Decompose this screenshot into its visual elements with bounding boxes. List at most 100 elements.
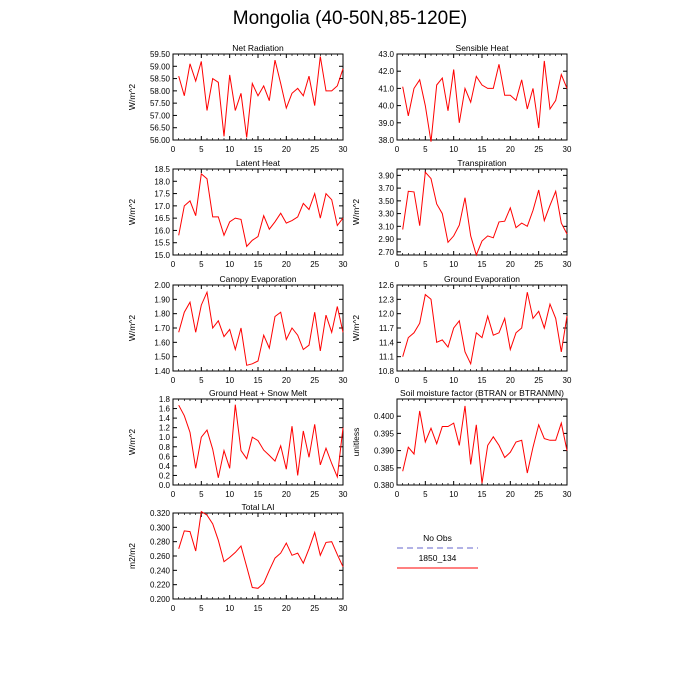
plot-frame — [396, 398, 568, 486]
y-tick-label: 12.3 — [378, 295, 394, 304]
x-tick-label: 15 — [254, 145, 263, 154]
x-tick-label: 15 — [478, 490, 487, 499]
x-tick-label: 0 — [395, 376, 400, 385]
y-tick-label: 56.50 — [150, 124, 171, 133]
x-tick-label: 0 — [171, 490, 176, 499]
y-axis-label: W/m^2 — [127, 199, 137, 225]
x-tick-label: 30 — [563, 376, 572, 385]
x-tick-label: 30 — [339, 604, 348, 613]
x-tick-label: 30 — [563, 490, 572, 499]
y-tick-label: 57.50 — [150, 99, 171, 108]
x-tick-label: 25 — [310, 490, 319, 499]
x-tick-label: 10 — [225, 490, 234, 499]
x-tick-label: 15 — [478, 376, 487, 385]
x-tick-label: 30 — [563, 260, 572, 269]
chart-title: Net Radiation — [232, 43, 284, 53]
x-tick-label: 15 — [254, 260, 263, 269]
series-line — [178, 290, 344, 366]
x-tick-label: 5 — [423, 145, 428, 154]
x-tick-label: 25 — [534, 260, 543, 269]
plot-frame — [396, 284, 568, 372]
y-tick-label: 18.5 — [154, 165, 170, 174]
x-tick-label: 15 — [478, 260, 487, 269]
x-tick-label: 5 — [423, 260, 428, 269]
plot-frame — [172, 53, 344, 141]
y-axis-label: unitless — [351, 428, 361, 457]
y-tick-label: 59.50 — [150, 50, 171, 59]
x-tick-label: 10 — [449, 376, 458, 385]
y-tick-label: 0.320 — [150, 509, 171, 518]
x-tick-label: 5 — [199, 490, 204, 499]
plot-frame — [172, 512, 344, 600]
y-tick-label: 1.40 — [154, 367, 170, 376]
x-tick-label: 20 — [506, 376, 515, 385]
legend: No Obs 1850_134 — [397, 533, 478, 569]
x-tick-label: 30 — [339, 376, 348, 385]
x-tick-label: 15 — [254, 490, 263, 499]
x-tick-label: 20 — [282, 490, 291, 499]
y-axis-label: W/m^2 — [127, 429, 137, 455]
y-tick-label: 0.8 — [159, 443, 171, 452]
x-tick-label: 5 — [199, 145, 204, 154]
y-tick-label: 10.8 — [378, 367, 394, 376]
y-tick-label: 56.00 — [150, 136, 171, 145]
x-tick-label: 10 — [225, 376, 234, 385]
y-tick-label: 2.00 — [154, 281, 170, 290]
x-tick-label: 5 — [423, 376, 428, 385]
series-line — [402, 171, 568, 257]
y-tick-label: 0.395 — [374, 429, 395, 438]
y-tick-label: 42.0 — [378, 67, 394, 76]
x-tick-label: 10 — [225, 260, 234, 269]
y-tick-label: 38.0 — [378, 136, 394, 145]
x-tick-label: 20 — [282, 604, 291, 613]
x-tick-label: 25 — [310, 604, 319, 613]
chart-panel-5: Canopy Evaporation 0 5 10 15 20 25 30 1.40 1.50 1.… — [127, 274, 348, 385]
page-title: Mongolia (40-50N,85-120E) — [232, 8, 468, 29]
y-tick-label: 0.4 — [159, 462, 171, 471]
x-tick-label: 25 — [534, 490, 543, 499]
y-tick-label: 1.50 — [154, 353, 170, 362]
x-tick-label: 20 — [282, 260, 291, 269]
y-axis-label: W/m^2 — [351, 199, 361, 225]
x-tick-label: 0 — [171, 145, 176, 154]
x-tick-label: 0 — [171, 604, 176, 613]
x-tick-label: 25 — [534, 376, 543, 385]
chart-title: Transpiration — [457, 158, 507, 168]
legend-label-1850-134: 1850_134 — [419, 553, 457, 563]
y-tick-label: 2.70 — [378, 248, 394, 257]
x-tick-label: 5 — [199, 604, 204, 613]
x-tick-label: 25 — [310, 376, 319, 385]
chart-title: Canopy Evaporation — [219, 274, 296, 284]
x-tick-label: 5 — [199, 260, 204, 269]
chart-title: Total LAI — [241, 502, 274, 512]
x-tick-label: 15 — [254, 604, 263, 613]
x-tick-label: 0 — [395, 145, 400, 154]
y-tick-label: 17.0 — [154, 202, 170, 211]
y-tick-label: 1.4 — [159, 414, 171, 423]
y-tick-label: 0.2 — [159, 471, 171, 480]
y-tick-label: 0.390 — [374, 447, 395, 456]
y-tick-label: 1.80 — [154, 310, 170, 319]
series-line — [402, 60, 568, 142]
x-tick-label: 15 — [478, 145, 487, 154]
chart-panel-8: Soil moisture factor (BTRAN or BTRANMN) 0… — [351, 388, 572, 499]
chart-title: Sensible Heat — [456, 43, 510, 53]
y-tick-label: 58.50 — [150, 75, 171, 84]
x-tick-label: 0 — [395, 490, 400, 499]
y-tick-label: 58.00 — [150, 87, 171, 96]
x-tick-label: 15 — [254, 376, 263, 385]
y-tick-label: 12.6 — [378, 281, 394, 290]
series-line — [402, 292, 568, 366]
x-tick-label: 25 — [310, 260, 319, 269]
y-tick-label: 0.385 — [374, 464, 395, 473]
y-tick-label: 18.0 — [154, 177, 170, 186]
chart-panel-4: Transpiration 0 5 10 15 20 25 30 2.70 2.90 3.10 3.3… — [351, 158, 572, 269]
x-tick-label: 5 — [199, 376, 204, 385]
y-tick-label: 1.2 — [159, 424, 171, 433]
x-tick-label: 25 — [310, 145, 319, 154]
x-tick-label: 20 — [506, 260, 515, 269]
x-tick-label: 0 — [395, 260, 400, 269]
x-tick-label: 30 — [563, 145, 572, 154]
